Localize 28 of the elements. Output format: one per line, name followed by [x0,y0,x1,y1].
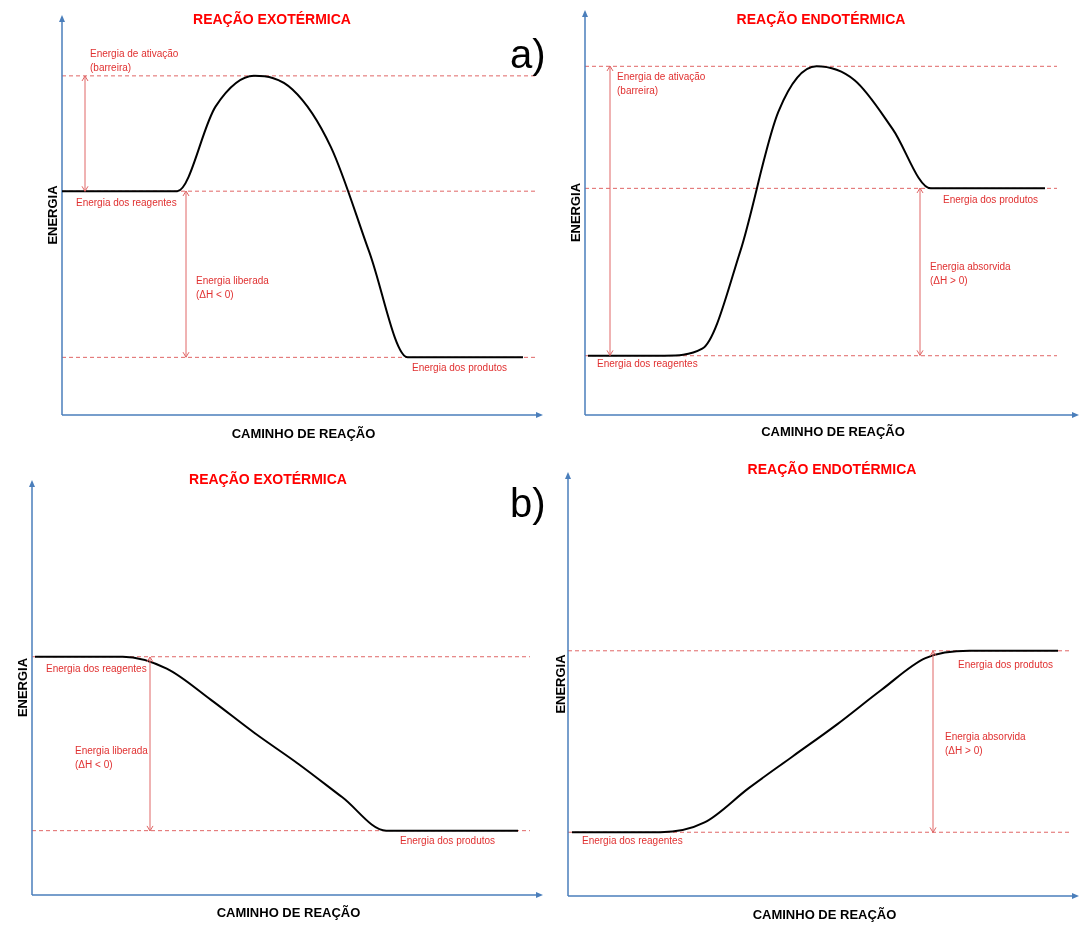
annotation: Energia dos produtos [412,362,508,374]
annotation: Energia dos produtos [400,834,496,846]
annotation: Energia dos reagentes [582,835,683,847]
chart-title: REAÇÃO EXOTÉRMICA [189,470,347,487]
chart-title: REAÇÃO ENDOTÉRMICA [736,10,906,27]
annotation: Energia dos reagentes [76,197,177,209]
x-axis-title: CAMINHO DE REAÇÃO [761,424,905,439]
x-axis-title: CAMINHO DE REAÇÃO [231,426,376,441]
annotation: Energia dos produtos [943,194,1039,206]
chart-title: REAÇÃO EXOTÉRMICA [193,10,351,27]
annotation: Energia liberada (ΔH < 0) [75,744,149,770]
x-axis-title: CAMINHO DE REAÇÃO [752,907,897,922]
annotation: Energia dos reagentes [597,357,698,369]
y-axis-title: ENERGIA [568,182,584,243]
y-axis-title: ENERGIA [15,657,31,718]
x-axis-title: CAMINHO DE REAÇÃO [216,905,361,920]
annotation: Energia de ativação (barreira) [617,71,706,97]
annotation: Energia dos produtos [958,658,1054,670]
chart-title: REAÇÃO ENDOTÉRMICA [747,460,917,477]
annotation: Energia absorvida (ΔH > 0) [945,730,1027,756]
text: a) [510,31,546,76]
annotation: Energia liberada (ΔH < 0) [196,275,270,301]
annotation: Energia absorvida (ΔH > 0) [930,261,1012,287]
y-axis-title: ENERGIA [553,653,569,714]
annotation: Energia dos reagentes [46,662,147,674]
text: Energia de ativação (barreira) [90,47,179,73]
y-axis-title: ENERGIA [45,184,61,245]
text: b) [510,480,546,525]
